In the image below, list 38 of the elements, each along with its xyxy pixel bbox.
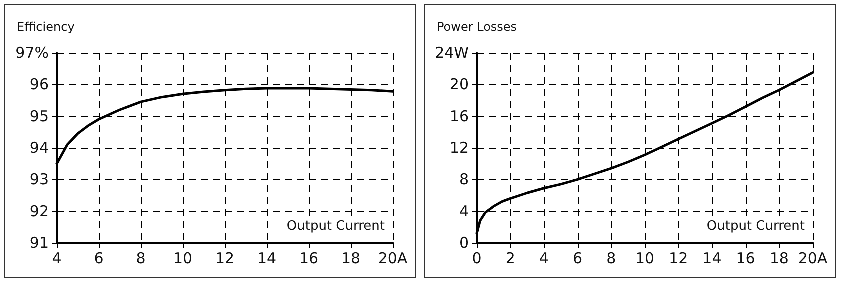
y-tick-label: 4 <box>459 202 469 220</box>
y-tick-label: 24W <box>435 44 470 62</box>
x-tick-label: 18 <box>770 250 789 268</box>
x-tick-label: 16 <box>736 250 756 268</box>
x-tick-label: 20A <box>378 250 408 268</box>
y-tick-label: 92 <box>30 202 49 220</box>
x-tick-label: 20A <box>798 250 828 268</box>
x-axis-title: Output Current <box>286 219 385 234</box>
y-tick-label: 0 <box>459 234 469 252</box>
y-tick-label: 95 <box>30 107 49 126</box>
y-tick-label: 20 <box>450 76 469 94</box>
x-tick-label: 18 <box>341 250 361 268</box>
y-tick-label: 93 <box>30 170 49 189</box>
x-tick-label: 0 <box>472 250 482 268</box>
x-tick-label: 4 <box>539 250 549 268</box>
x-axis-title: Output Current <box>706 219 805 234</box>
x-tick-label: 6 <box>94 250 104 268</box>
y-tick-label: 16 <box>450 107 469 126</box>
x-tick-label: 14 <box>257 250 277 268</box>
x-tick-label: 8 <box>606 250 616 268</box>
x-tick-label: 4 <box>52 250 62 268</box>
y-tick-label: 91 <box>30 234 49 252</box>
y-axis-title: Power Losses <box>437 20 518 34</box>
x-tick-label: 8 <box>136 250 146 268</box>
x-tick-label: 12 <box>215 250 235 268</box>
x-tick-label: 10 <box>173 250 193 268</box>
y-tick-label: 12 <box>450 139 469 157</box>
y-tick-label: 96 <box>30 76 49 94</box>
x-tick-label: 14 <box>702 250 722 268</box>
x-tick-label: 2 <box>506 250 516 268</box>
y-tick-label: 8 <box>459 170 469 189</box>
x-tick-label: 12 <box>669 250 688 268</box>
x-tick-label: 16 <box>299 250 319 268</box>
x-tick-label: 10 <box>635 250 655 268</box>
x-tick-label: 6 <box>573 250 583 268</box>
y-axis-title: Efficiency <box>17 20 75 34</box>
y-tick-label: 94 <box>30 139 49 157</box>
y-tick-label: 97% <box>16 44 49 62</box>
